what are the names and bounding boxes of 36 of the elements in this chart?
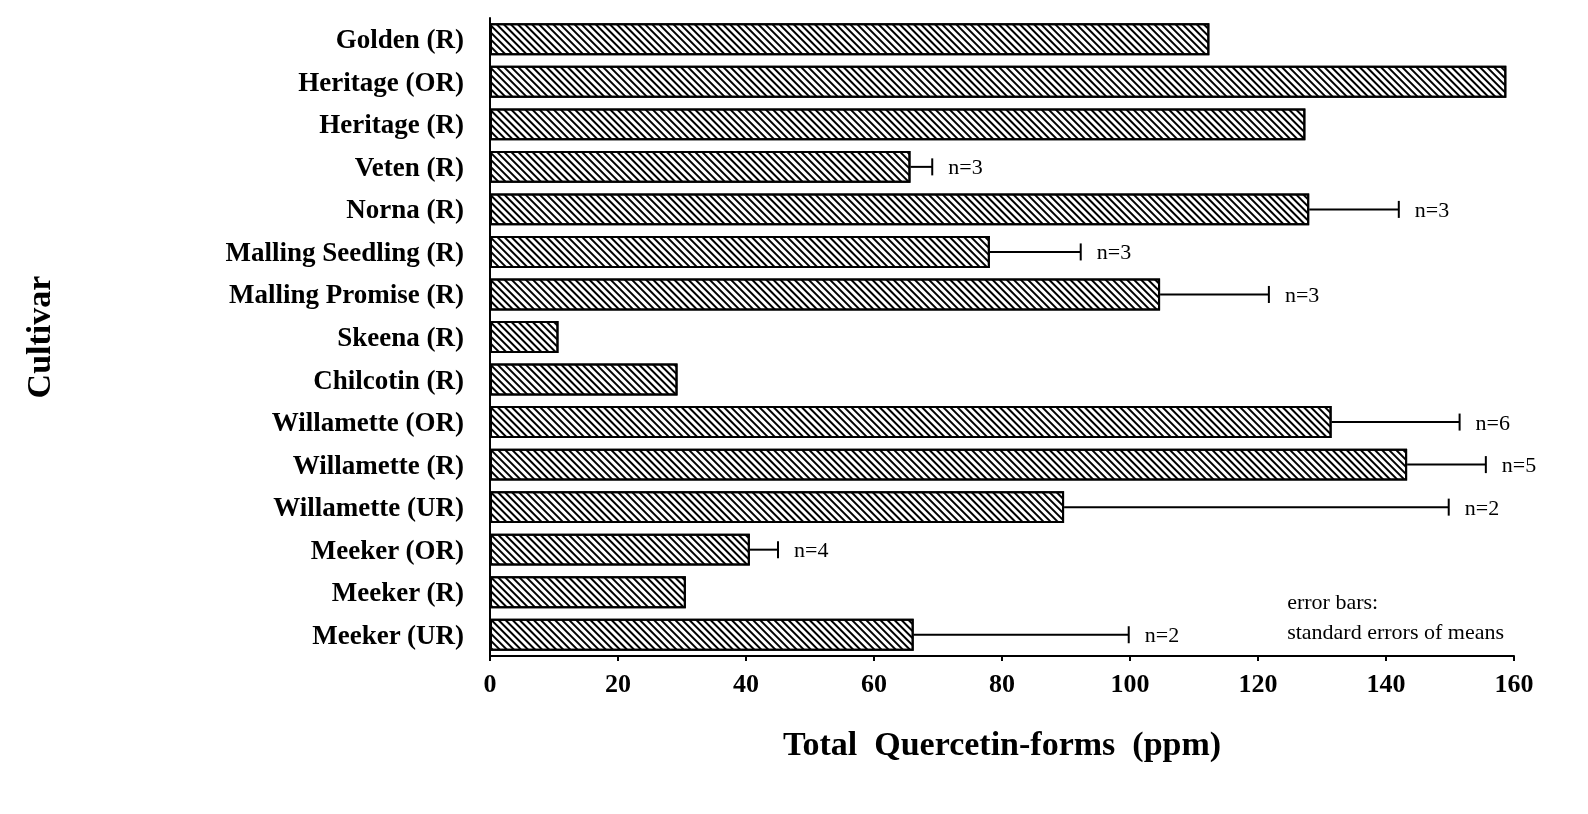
y-tick-label: Skeena (R) [337, 322, 464, 352]
y-tick-label: Willamette (OR) [271, 407, 464, 438]
y-tick-label: Meeker (OR) [310, 534, 464, 565]
annotation: n=5 [1501, 452, 1537, 478]
annotation: n=3 [1096, 239, 1132, 265]
y-tick-label: Malling Promise (R) [229, 279, 464, 310]
y-tick-label: Heritage (OR) [298, 66, 464, 97]
y-tick-label: Meeker (R) [331, 577, 464, 608]
y-tick-label: Willamette (UR) [273, 492, 464, 523]
y-tick-label: Chilcotin (R) [313, 364, 464, 395]
annotation: n=2 [1464, 494, 1500, 520]
y-tick-label: Meeker (UR) [312, 619, 464, 650]
x-tick-label: 160 [1494, 668, 1534, 698]
x-tick-label: 0 [483, 668, 497, 698]
x-axis-title: Total Quercetin-forms (ppm) [782, 724, 1222, 763]
annotation: n=6 [1475, 409, 1511, 435]
annotation: n=3 [1414, 196, 1450, 222]
x-tick-label: 100 [1110, 668, 1150, 698]
annotation: n=4 [794, 537, 829, 563]
y-axis-title: Cultivar [19, 275, 57, 399]
y-tick-label: Golden (R) [335, 24, 464, 55]
y-tick-label: Heritage (R) [319, 109, 464, 140]
x-tick-label: 40 [733, 668, 759, 698]
x-tick-label: 120 [1238, 668, 1278, 698]
y-tick-label: Veten (R) [354, 151, 464, 182]
x-tick-label: 80 [989, 668, 1015, 698]
y-tick-label: Willamette (R) [292, 449, 464, 480]
annotation: n=3 [948, 154, 983, 180]
x-tick-label: 140 [1366, 668, 1406, 698]
annotation: n=3 [1284, 281, 1320, 307]
y-tick-label: Malling Seedling (R) [225, 236, 464, 267]
x-tick-label: 20 [605, 668, 631, 698]
annotation: error bars: standard errors of means [1287, 588, 1505, 644]
annotation: n=2 [1144, 622, 1180, 648]
x-tick-label: 60 [861, 668, 887, 698]
y-tick-label: Norna (R) [346, 194, 464, 225]
